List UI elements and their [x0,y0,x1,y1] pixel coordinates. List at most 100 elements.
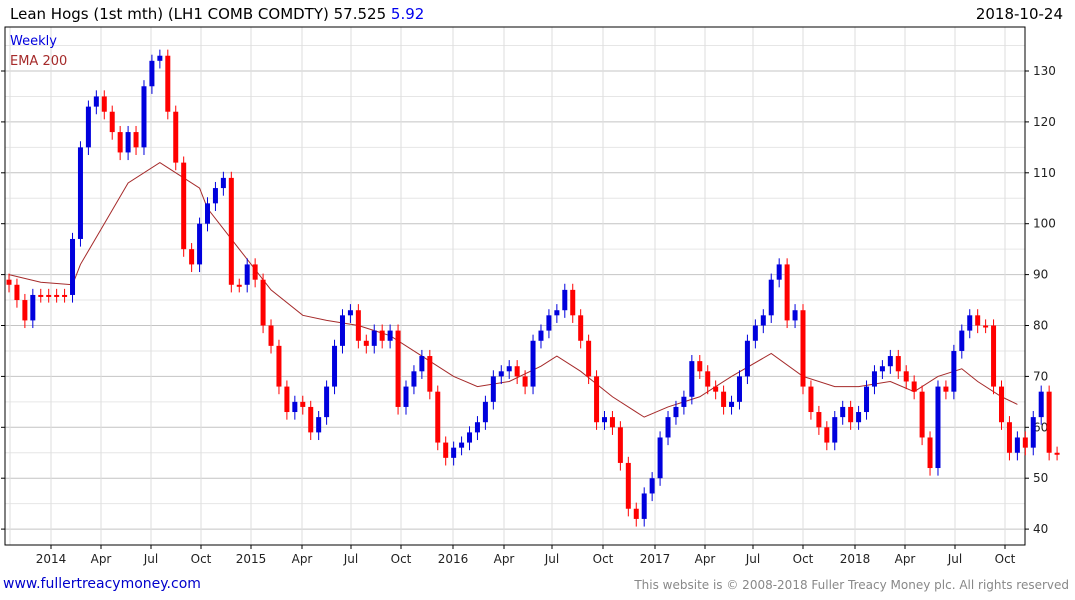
candle-body [173,111,179,163]
candle-body [443,442,449,458]
candle-body [109,111,115,133]
candle-body [903,371,909,382]
x-tick-label: Oct [793,552,814,566]
candle-body [332,345,338,387]
x-tick-label: Jul [544,552,559,566]
candle-body [609,417,615,428]
candle-body [236,284,242,287]
x-tick-label: Oct [593,552,614,566]
x-tick-label: 2014 [36,552,67,566]
candle-body [832,417,838,443]
candle-body [824,427,830,443]
candle-body [911,381,917,392]
candle-body [355,310,361,341]
candle-body [252,264,258,280]
candle-body [157,55,163,61]
candle-body [522,376,528,387]
candle-body [22,300,28,321]
y-tick-label: 60 [1033,420,1048,434]
candle-body [713,386,719,392]
x-tick-label: Jul [947,552,962,566]
candle-body [895,356,901,372]
candle-body [578,315,584,341]
candle-body [959,330,965,351]
candle-body [1014,437,1020,453]
candle-body [721,391,727,407]
candle-body [133,132,139,148]
candle-body [594,376,600,423]
y-tick-label: 120 [1033,115,1056,129]
candle-body [244,264,250,285]
candle-body [1006,422,1012,453]
candle-body [991,325,997,387]
candle-body [538,330,544,341]
copyright-text: This website is © 2008-2018 Fuller Treac… [634,578,1069,592]
x-tick-label: Jul [343,552,358,566]
candle-body [975,315,981,326]
x-tick-label: Apr [695,552,716,566]
y-tick-label: 110 [1033,166,1056,180]
x-tick-label: Oct [191,552,212,566]
x-tick-label: Jul [143,552,158,566]
candle-body [919,391,925,438]
candle-body [856,412,862,423]
x-tick-label: Apr [494,552,515,566]
candle-body [363,340,369,346]
candle-body [871,371,877,387]
chart-title: Lean Hogs (1st mth) (LH1 COMB COMDTY) 57… [10,5,424,23]
candle-body [347,310,353,316]
candle-body [117,132,123,153]
candle-body [729,401,735,407]
candle-body [999,386,1004,423]
candle-body [149,60,155,87]
candle-body [101,96,107,112]
x-tick-label: 2016 [438,552,469,566]
plot-frame [4,26,1026,546]
x-tick-label: 2018 [840,552,871,566]
candle-body [324,386,330,418]
candle-body [530,340,536,387]
y-tick-label: 40 [1033,522,1048,536]
candle-body [744,340,750,377]
ema-200-line [8,162,1018,418]
candle-body [482,401,488,423]
y-tick-label: 90 [1033,268,1048,282]
x-tick-label: Apr [895,552,916,566]
candle-body [205,203,210,224]
candle-body [268,325,274,346]
candle-body [864,386,870,413]
candle-body [316,417,322,433]
candle-body [181,162,187,250]
candle-body [784,264,790,321]
x-tick-label: Apr [292,552,313,566]
candle-body [506,366,512,372]
price-chart: 2014 Apr Jul Oct 2015 Apr Jul Oct 2016 Apr Jul Oct 2… [1,26,1060,566]
candle-body [800,310,806,387]
candle-body [705,371,711,387]
legend-ema: EMA 200 [10,54,67,69]
candle-body [6,279,12,285]
y-tick-label: 130 [1033,64,1056,78]
candle-body [165,55,171,112]
website-link[interactable]: www.fullertreacymoney.com [3,576,201,592]
candle-body [625,462,631,509]
candle-body [38,294,44,297]
x-tick-label: Apr [91,552,112,566]
candle-body [490,376,496,402]
candle-body [197,223,203,265]
candle-body [300,401,306,407]
candle-body [848,406,854,423]
candle-body [379,330,385,341]
y-tick-label: 80 [1033,319,1048,333]
candle-body [46,294,52,297]
y-tick-label: 50 [1033,471,1048,485]
candle-body [474,422,480,433]
candle-body [1030,417,1036,448]
candle-body [752,325,758,341]
candle-body [419,356,425,372]
candle-body [1046,391,1052,453]
x-tick-label: Oct [995,552,1016,566]
candle-body [760,315,766,326]
candle-body [467,432,473,443]
legend-weekly: Weekly [10,34,57,49]
